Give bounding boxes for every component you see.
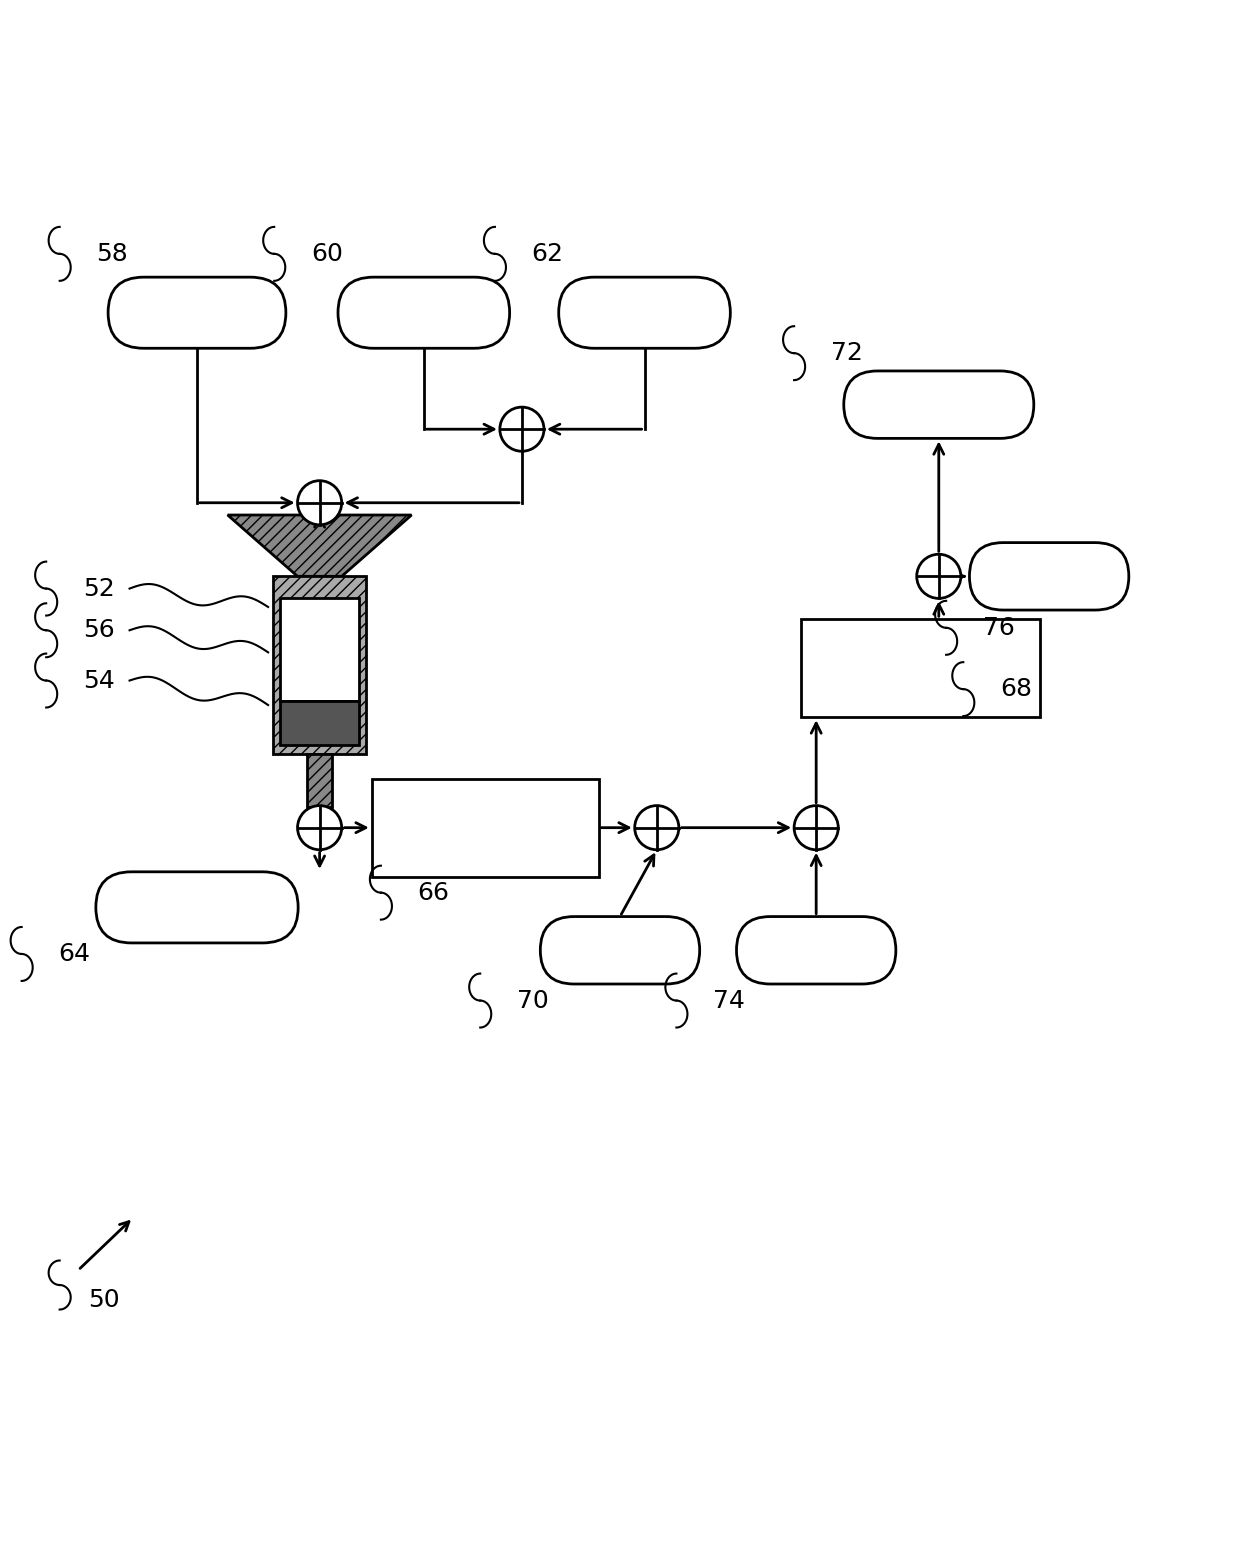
Bar — [273, 576, 366, 754]
Text: 50: 50 — [88, 1287, 119, 1312]
Text: 54: 54 — [83, 669, 115, 692]
Text: 72: 72 — [831, 341, 863, 365]
Text: 60: 60 — [311, 243, 343, 266]
FancyBboxPatch shape — [339, 277, 510, 348]
Bar — [280, 598, 358, 701]
Text: 58: 58 — [97, 243, 128, 266]
Circle shape — [500, 408, 544, 451]
Bar — [308, 754, 332, 806]
Text: 62: 62 — [532, 243, 564, 266]
Bar — [372, 779, 599, 876]
Text: 70: 70 — [517, 989, 549, 1012]
Polygon shape — [228, 514, 412, 576]
Text: 76: 76 — [983, 616, 1014, 640]
Circle shape — [916, 555, 961, 598]
FancyBboxPatch shape — [95, 871, 298, 942]
Circle shape — [298, 480, 342, 525]
FancyBboxPatch shape — [541, 916, 699, 984]
Circle shape — [794, 805, 838, 850]
Text: 52: 52 — [83, 576, 115, 601]
FancyBboxPatch shape — [970, 542, 1128, 610]
FancyBboxPatch shape — [843, 371, 1034, 439]
Text: 64: 64 — [58, 942, 91, 966]
Text: 66: 66 — [418, 881, 450, 905]
Text: 74: 74 — [713, 989, 745, 1012]
FancyBboxPatch shape — [737, 916, 895, 984]
Text: 56: 56 — [83, 618, 115, 643]
Circle shape — [298, 805, 342, 850]
Bar — [280, 701, 358, 745]
Bar — [801, 620, 1040, 717]
FancyBboxPatch shape — [559, 277, 730, 348]
FancyBboxPatch shape — [108, 277, 286, 348]
Text: 68: 68 — [1001, 677, 1032, 701]
Circle shape — [635, 805, 678, 850]
